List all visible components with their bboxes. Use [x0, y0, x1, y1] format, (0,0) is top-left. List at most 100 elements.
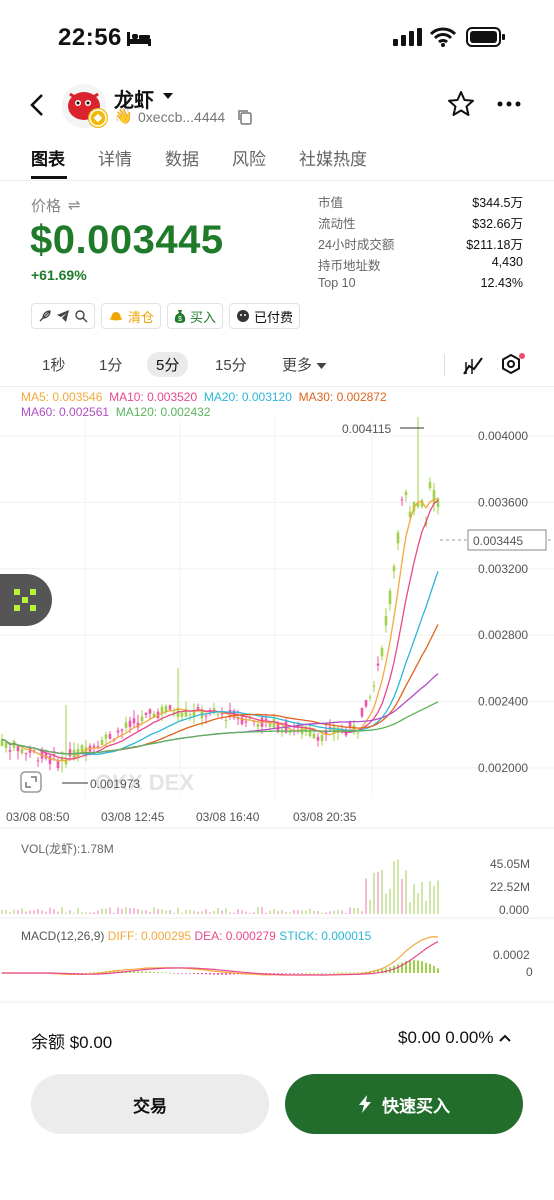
interval-1s[interactable]: 1秒	[42, 357, 66, 374]
macd-bar	[301, 973, 303, 974]
candle-body	[128, 720, 132, 727]
stat-row: 流动性 $32.66万	[318, 213, 523, 234]
volume-bar	[361, 911, 363, 914]
settings-hex-icon[interactable]	[500, 352, 526, 378]
macd-bar	[345, 972, 347, 974]
telegram-icon	[57, 310, 69, 322]
candle-body	[256, 724, 260, 727]
volume-bar	[377, 872, 379, 914]
candle-body	[244, 721, 248, 723]
macd-bar	[209, 973, 211, 975]
tab-chart[interactable]: 图表	[31, 150, 65, 169]
volume-bars	[1, 859, 439, 914]
macd-bar	[325, 972, 327, 974]
candle-body	[120, 729, 124, 731]
candle-body	[8, 750, 12, 752]
volume-bar	[161, 909, 163, 914]
macd-bar	[285, 973, 287, 974]
back-icon[interactable]	[26, 92, 48, 118]
more-icon[interactable]	[496, 100, 522, 108]
volume-bar	[269, 910, 271, 914]
social-links-tag[interactable]	[31, 303, 95, 329]
chevron-up-icon	[499, 1034, 511, 1042]
macd-bar	[277, 973, 279, 974]
stat-key: 流动性	[318, 217, 356, 231]
macd-bar	[137, 971, 139, 973]
caret-down-icon	[316, 363, 327, 369]
volume-bar	[381, 869, 383, 914]
buy-tag[interactable]: $ 买入	[167, 303, 224, 329]
volume-bar	[49, 907, 51, 914]
candle-body	[184, 708, 188, 717]
tab-details[interactable]: 详情	[98, 150, 132, 169]
candle-body	[164, 705, 168, 712]
macd-bar	[185, 973, 187, 974]
volume-bar	[325, 912, 327, 914]
quick-buy-button[interactable]: 快速买入	[285, 1074, 523, 1134]
candle-body	[108, 733, 112, 739]
macd-bar	[417, 960, 419, 973]
volume-bar	[289, 912, 291, 914]
interval-divider	[444, 354, 445, 376]
balance-right[interactable]: $0.00 0.00%	[398, 1028, 512, 1048]
interval-15m[interactable]: 15分	[215, 357, 247, 374]
candle-body	[224, 719, 228, 721]
money-bag-icon: $	[174, 310, 186, 323]
macd-bar	[81, 973, 83, 974]
volume-bar	[237, 909, 239, 914]
ma-line-30	[1, 624, 439, 755]
x-axis: 03/08 08:50 03/08 12:45 03/08 16:40 03/08 2…	[6, 810, 357, 824]
tab-social[interactable]: 社媒热度	[299, 150, 367, 169]
swap-icon[interactable]: ⇌	[68, 197, 81, 214]
ma5-label: MA5: 0.003546	[21, 390, 103, 404]
tab-data[interactable]: 数据	[165, 150, 199, 169]
candle-body	[324, 730, 328, 735]
interval-5m[interactable]: 5分	[147, 352, 189, 377]
macd-bar	[193, 973, 195, 974]
indicator-icon[interactable]	[462, 354, 484, 376]
macd-bar	[133, 971, 135, 973]
macd-bar	[173, 973, 175, 974]
y-tick-label: 0.003200	[478, 562, 528, 576]
macd-bar	[293, 973, 295, 974]
copy-icon[interactable]	[237, 109, 253, 125]
volume-bar	[261, 907, 263, 914]
interval-1m[interactable]: 1分	[99, 357, 123, 374]
trade-button[interactable]: 交易	[31, 1074, 269, 1134]
price-change: +61.69%	[31, 267, 87, 283]
macd-bar	[181, 973, 183, 974]
volume-bar	[429, 881, 431, 914]
okx-float-button[interactable]	[0, 574, 52, 626]
stat-key: Top 10	[318, 276, 356, 290]
star-icon[interactable]	[447, 90, 475, 118]
candle-body	[64, 759, 68, 765]
volume-bar	[193, 910, 195, 914]
caret-down-icon[interactable]	[162, 92, 174, 100]
stat-row: 持币地址数 4,430	[318, 255, 523, 276]
macd-bar	[361, 972, 363, 973]
tab-risk[interactable]: 风险	[232, 150, 266, 169]
macd-bar	[93, 972, 95, 974]
candle-body	[192, 710, 196, 717]
volume-bar	[73, 912, 75, 914]
volume-bar	[397, 859, 399, 914]
volume-bar	[285, 912, 287, 914]
volume-bar	[293, 909, 295, 914]
paid-tag[interactable]: 已付费	[229, 303, 301, 329]
macd-bar	[225, 973, 227, 975]
ma60-label: MA60: 0.002561	[21, 405, 110, 419]
volume-bar	[185, 909, 187, 914]
clear-tag-label: 清仓	[128, 309, 155, 325]
candle-body	[16, 746, 20, 752]
macd-bar	[437, 968, 439, 973]
vol-tick: 0.000	[499, 903, 529, 917]
macd-bar	[349, 972, 351, 974]
volume-bar	[209, 912, 211, 914]
clear-tag[interactable]: 清仓	[101, 303, 162, 329]
token-name[interactable]: 龙虾	[114, 90, 154, 112]
expand-icon[interactable]	[20, 771, 42, 793]
interval-more[interactable]: 更多	[282, 354, 327, 375]
volume-bar	[245, 911, 247, 914]
candle-body	[144, 712, 148, 715]
price-chart[interactable]: OKX DEX 0.004000 0.003600 0.003200 0.002800…	[0, 388, 554, 1008]
